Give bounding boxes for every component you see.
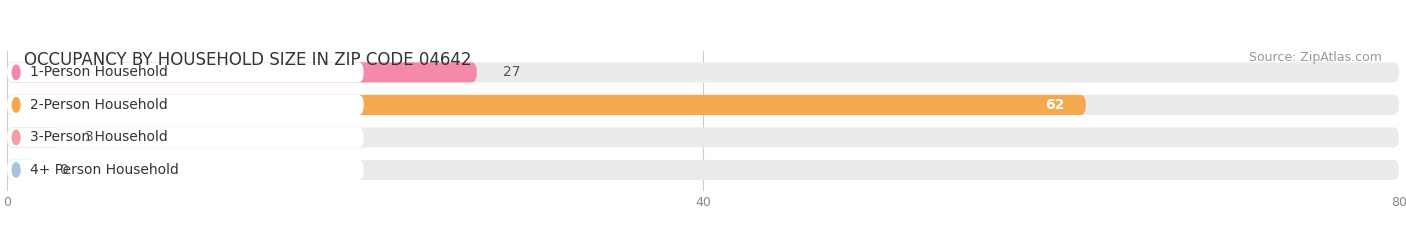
Text: 62: 62 <box>1046 98 1064 112</box>
Text: 1-Person Household: 1-Person Household <box>31 65 169 79</box>
FancyBboxPatch shape <box>7 160 1399 180</box>
FancyBboxPatch shape <box>7 62 364 82</box>
FancyBboxPatch shape <box>7 160 34 180</box>
FancyBboxPatch shape <box>7 62 1399 82</box>
Circle shape <box>13 65 20 80</box>
Text: 0: 0 <box>59 163 67 177</box>
FancyBboxPatch shape <box>7 95 1399 115</box>
FancyBboxPatch shape <box>7 62 477 82</box>
Text: Source: ZipAtlas.com: Source: ZipAtlas.com <box>1250 51 1382 64</box>
FancyBboxPatch shape <box>7 127 1399 147</box>
FancyBboxPatch shape <box>7 127 364 147</box>
FancyBboxPatch shape <box>7 95 1085 115</box>
FancyBboxPatch shape <box>7 95 364 115</box>
FancyBboxPatch shape <box>7 160 364 180</box>
Text: 27: 27 <box>503 65 520 79</box>
Circle shape <box>13 98 20 112</box>
Text: 3-Person Household: 3-Person Household <box>31 130 169 144</box>
Circle shape <box>13 130 20 145</box>
FancyBboxPatch shape <box>7 127 59 147</box>
Text: 4+ Person Household: 4+ Person Household <box>31 163 180 177</box>
Text: 3: 3 <box>86 130 94 144</box>
Text: 2-Person Household: 2-Person Household <box>31 98 169 112</box>
Circle shape <box>13 163 20 177</box>
Text: OCCUPANCY BY HOUSEHOLD SIZE IN ZIP CODE 04642: OCCUPANCY BY HOUSEHOLD SIZE IN ZIP CODE … <box>24 51 471 69</box>
